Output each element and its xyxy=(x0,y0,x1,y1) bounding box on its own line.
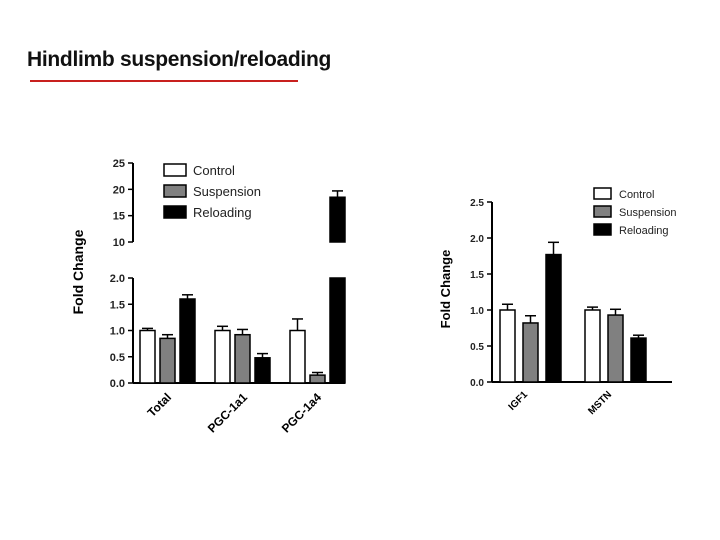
y-axis-label: Fold Change xyxy=(438,250,453,329)
y-tick-label: 1.5 xyxy=(110,299,125,311)
bar-reloading xyxy=(545,253,562,383)
y-tick-label: 10 xyxy=(113,237,125,249)
legend-swatch-control xyxy=(163,163,187,177)
legend-label: Suspension xyxy=(619,207,677,219)
bar-reloading xyxy=(329,196,346,243)
bar-reloading xyxy=(179,298,196,384)
legend-label: Reloading xyxy=(619,225,669,237)
bar-reloading xyxy=(254,357,271,384)
y-tick-label: 0.0 xyxy=(110,378,125,390)
y-tick-label: 0.0 xyxy=(470,378,484,389)
y-tick-label: 2.0 xyxy=(470,234,484,245)
y-tick-label: 25 xyxy=(113,158,125,170)
bar-suspension xyxy=(159,337,176,384)
legend-label: Control xyxy=(193,163,235,178)
y-tick-label: 1.5 xyxy=(470,270,484,281)
y-axis-label: Fold Change xyxy=(70,229,86,314)
bar-suspension xyxy=(607,314,624,383)
bar-control xyxy=(584,309,601,383)
bar-reloading xyxy=(630,337,647,383)
bar-reloading-lower xyxy=(329,277,346,384)
x-category-label: PGC-1a1 xyxy=(205,390,251,436)
legend-swatch-suspension xyxy=(163,184,187,198)
y-tick-label: 0.5 xyxy=(470,342,484,353)
x-category-label: PGC-1a4 xyxy=(279,390,325,436)
y-tick-label: 15 xyxy=(113,211,125,223)
y-tick-label: 20 xyxy=(113,184,125,196)
title-underline xyxy=(30,80,298,82)
legend-label: Suspension xyxy=(193,184,261,199)
bar-control xyxy=(139,329,156,384)
x-category-label: IGF1 xyxy=(507,389,531,413)
y-tick-label: 2.5 xyxy=(470,198,484,209)
legend-swatch-reloading xyxy=(163,205,187,219)
x-category-label: Total xyxy=(145,390,175,420)
y-tick-label: 1.0 xyxy=(470,306,484,317)
bar-suspension xyxy=(522,322,539,383)
legend-label: Control xyxy=(619,189,654,201)
legend-swatch-suspension xyxy=(593,205,612,218)
x-category-label: MSTN xyxy=(586,389,614,417)
legend-swatch-control xyxy=(593,187,612,200)
bar-suspension xyxy=(234,333,251,384)
bar-control xyxy=(214,329,231,384)
y-tick-label: 1.0 xyxy=(110,326,125,338)
bar-control xyxy=(499,309,516,383)
bar-control xyxy=(289,329,306,384)
legend-swatch-reloading xyxy=(593,223,612,236)
slide-title: Hindlimb suspension/reloading xyxy=(27,48,331,71)
y-tick-label: 2.0 xyxy=(110,273,125,285)
y-tick-label: 0.5 xyxy=(110,352,125,364)
legend-label: Reloading xyxy=(193,205,252,220)
bar-suspension xyxy=(309,374,326,384)
